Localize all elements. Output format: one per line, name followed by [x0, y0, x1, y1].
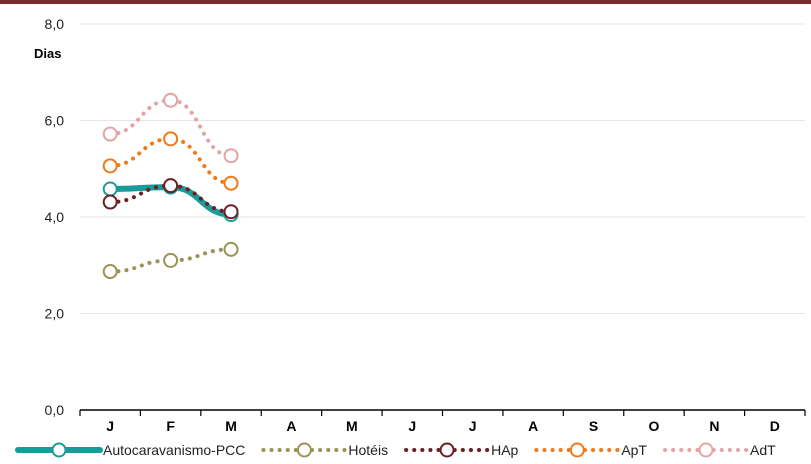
x-tick-label: N — [709, 418, 719, 434]
header-accent-bar — [0, 0, 811, 4]
legend-label: Hotéis — [348, 442, 388, 458]
data-point — [102, 158, 118, 174]
series-line — [108, 136, 234, 186]
x-tick-label: M — [346, 418, 358, 434]
legend-label: Autocaravanismo-PCC — [103, 442, 245, 458]
data-point — [223, 175, 239, 191]
legend-item: ApT — [534, 442, 647, 458]
x-tick-label: J — [408, 418, 416, 434]
legend: Autocaravanismo-PCC Hotéis HAp ApT AdT — [15, 442, 776, 458]
x-tick-label: J — [469, 418, 477, 434]
y-axis-label: Dias — [34, 46, 61, 61]
legend-item: AdT — [663, 442, 776, 458]
legend-label: ApT — [621, 442, 647, 458]
series-apt — [102, 131, 239, 191]
x-tick-label: A — [286, 418, 296, 434]
y-tick-label: 2,0 — [45, 306, 65, 322]
data-point — [223, 241, 239, 257]
legend-label: AdT — [750, 442, 776, 458]
legend-label: HAp — [491, 442, 518, 458]
x-tick-label: M — [225, 418, 237, 434]
x-tick-label: O — [649, 418, 660, 434]
legend-marker — [439, 442, 455, 458]
legend-marker — [51, 442, 67, 458]
data-point — [163, 131, 179, 147]
y-tick-label: 6,0 — [45, 113, 65, 129]
data-point — [102, 194, 118, 210]
x-tick-label: F — [166, 418, 175, 434]
x-tick-label: D — [770, 418, 780, 434]
y-tick-label: 0,0 — [45, 402, 65, 418]
data-point — [163, 92, 179, 108]
x-tick-label: J — [106, 418, 114, 434]
series-adt — [102, 92, 239, 164]
data-point — [163, 178, 179, 194]
legend-item: HAp — [404, 442, 519, 458]
data-point — [223, 148, 239, 164]
legend-marker — [569, 442, 585, 458]
series-hot-is — [102, 241, 239, 280]
data-point — [102, 181, 118, 197]
legend-item: Autocaravanismo-PCC — [15, 442, 245, 458]
x-tick-label: S — [589, 418, 598, 434]
legend-marker — [296, 442, 312, 458]
gridlines — [80, 23, 805, 314]
legend-marker — [698, 442, 714, 458]
series-hap — [102, 178, 239, 220]
data-point — [163, 252, 179, 268]
legend-item: Hotéis — [261, 442, 388, 458]
y-axis-ticks: 0,0 2,0 4,0 6,0 8,0 — [45, 16, 65, 418]
y-tick-label: 4,0 — [45, 209, 65, 225]
series-line — [108, 98, 234, 158]
data-point — [102, 264, 118, 280]
x-tick-label: A — [528, 418, 538, 434]
data-point — [223, 204, 239, 220]
data-point — [102, 126, 118, 142]
y-tick-label: 8,0 — [45, 16, 65, 32]
series-group — [102, 92, 239, 280]
